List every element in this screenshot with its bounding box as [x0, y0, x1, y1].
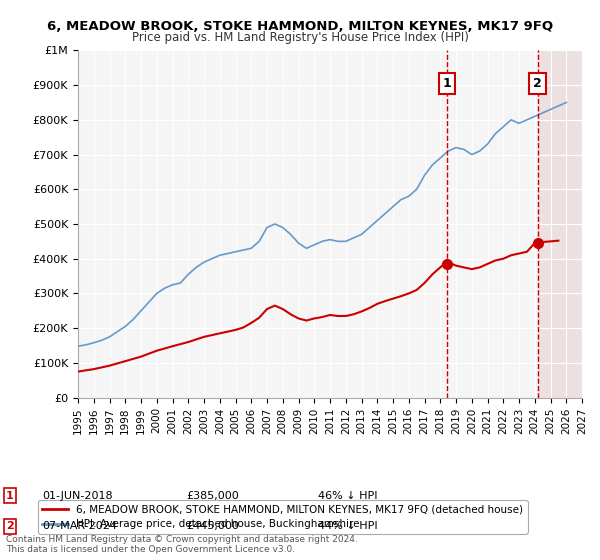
- Bar: [538, 50, 582, 398]
- Text: 2: 2: [6, 521, 14, 531]
- Text: 46% ↓ HPI: 46% ↓ HPI: [318, 491, 377, 501]
- Text: 1: 1: [6, 491, 14, 501]
- Text: Contains HM Land Registry data © Crown copyright and database right 2024.: Contains HM Land Registry data © Crown c…: [6, 535, 358, 544]
- Text: 6, MEADOW BROOK, STOKE HAMMOND, MILTON KEYNES, MK17 9FQ: 6, MEADOW BROOK, STOKE HAMMOND, MILTON K…: [47, 20, 553, 32]
- Text: 2: 2: [533, 77, 542, 90]
- Text: 07-MAR-2024: 07-MAR-2024: [42, 521, 117, 531]
- Text: £385,000: £385,000: [186, 491, 239, 501]
- Text: 1: 1: [442, 77, 451, 90]
- Text: 44% ↓ HPI: 44% ↓ HPI: [318, 521, 377, 531]
- Text: This data is licensed under the Open Government Licence v3.0.: This data is licensed under the Open Gov…: [6, 545, 295, 554]
- Text: 01-JUN-2018: 01-JUN-2018: [42, 491, 113, 501]
- Text: £445,000: £445,000: [186, 521, 239, 531]
- Text: Price paid vs. HM Land Registry's House Price Index (HPI): Price paid vs. HM Land Registry's House …: [131, 31, 469, 44]
- Legend: 6, MEADOW BROOK, STOKE HAMMOND, MILTON KEYNES, MK17 9FQ (detached house), HPI: A: 6, MEADOW BROOK, STOKE HAMMOND, MILTON K…: [38, 500, 527, 534]
